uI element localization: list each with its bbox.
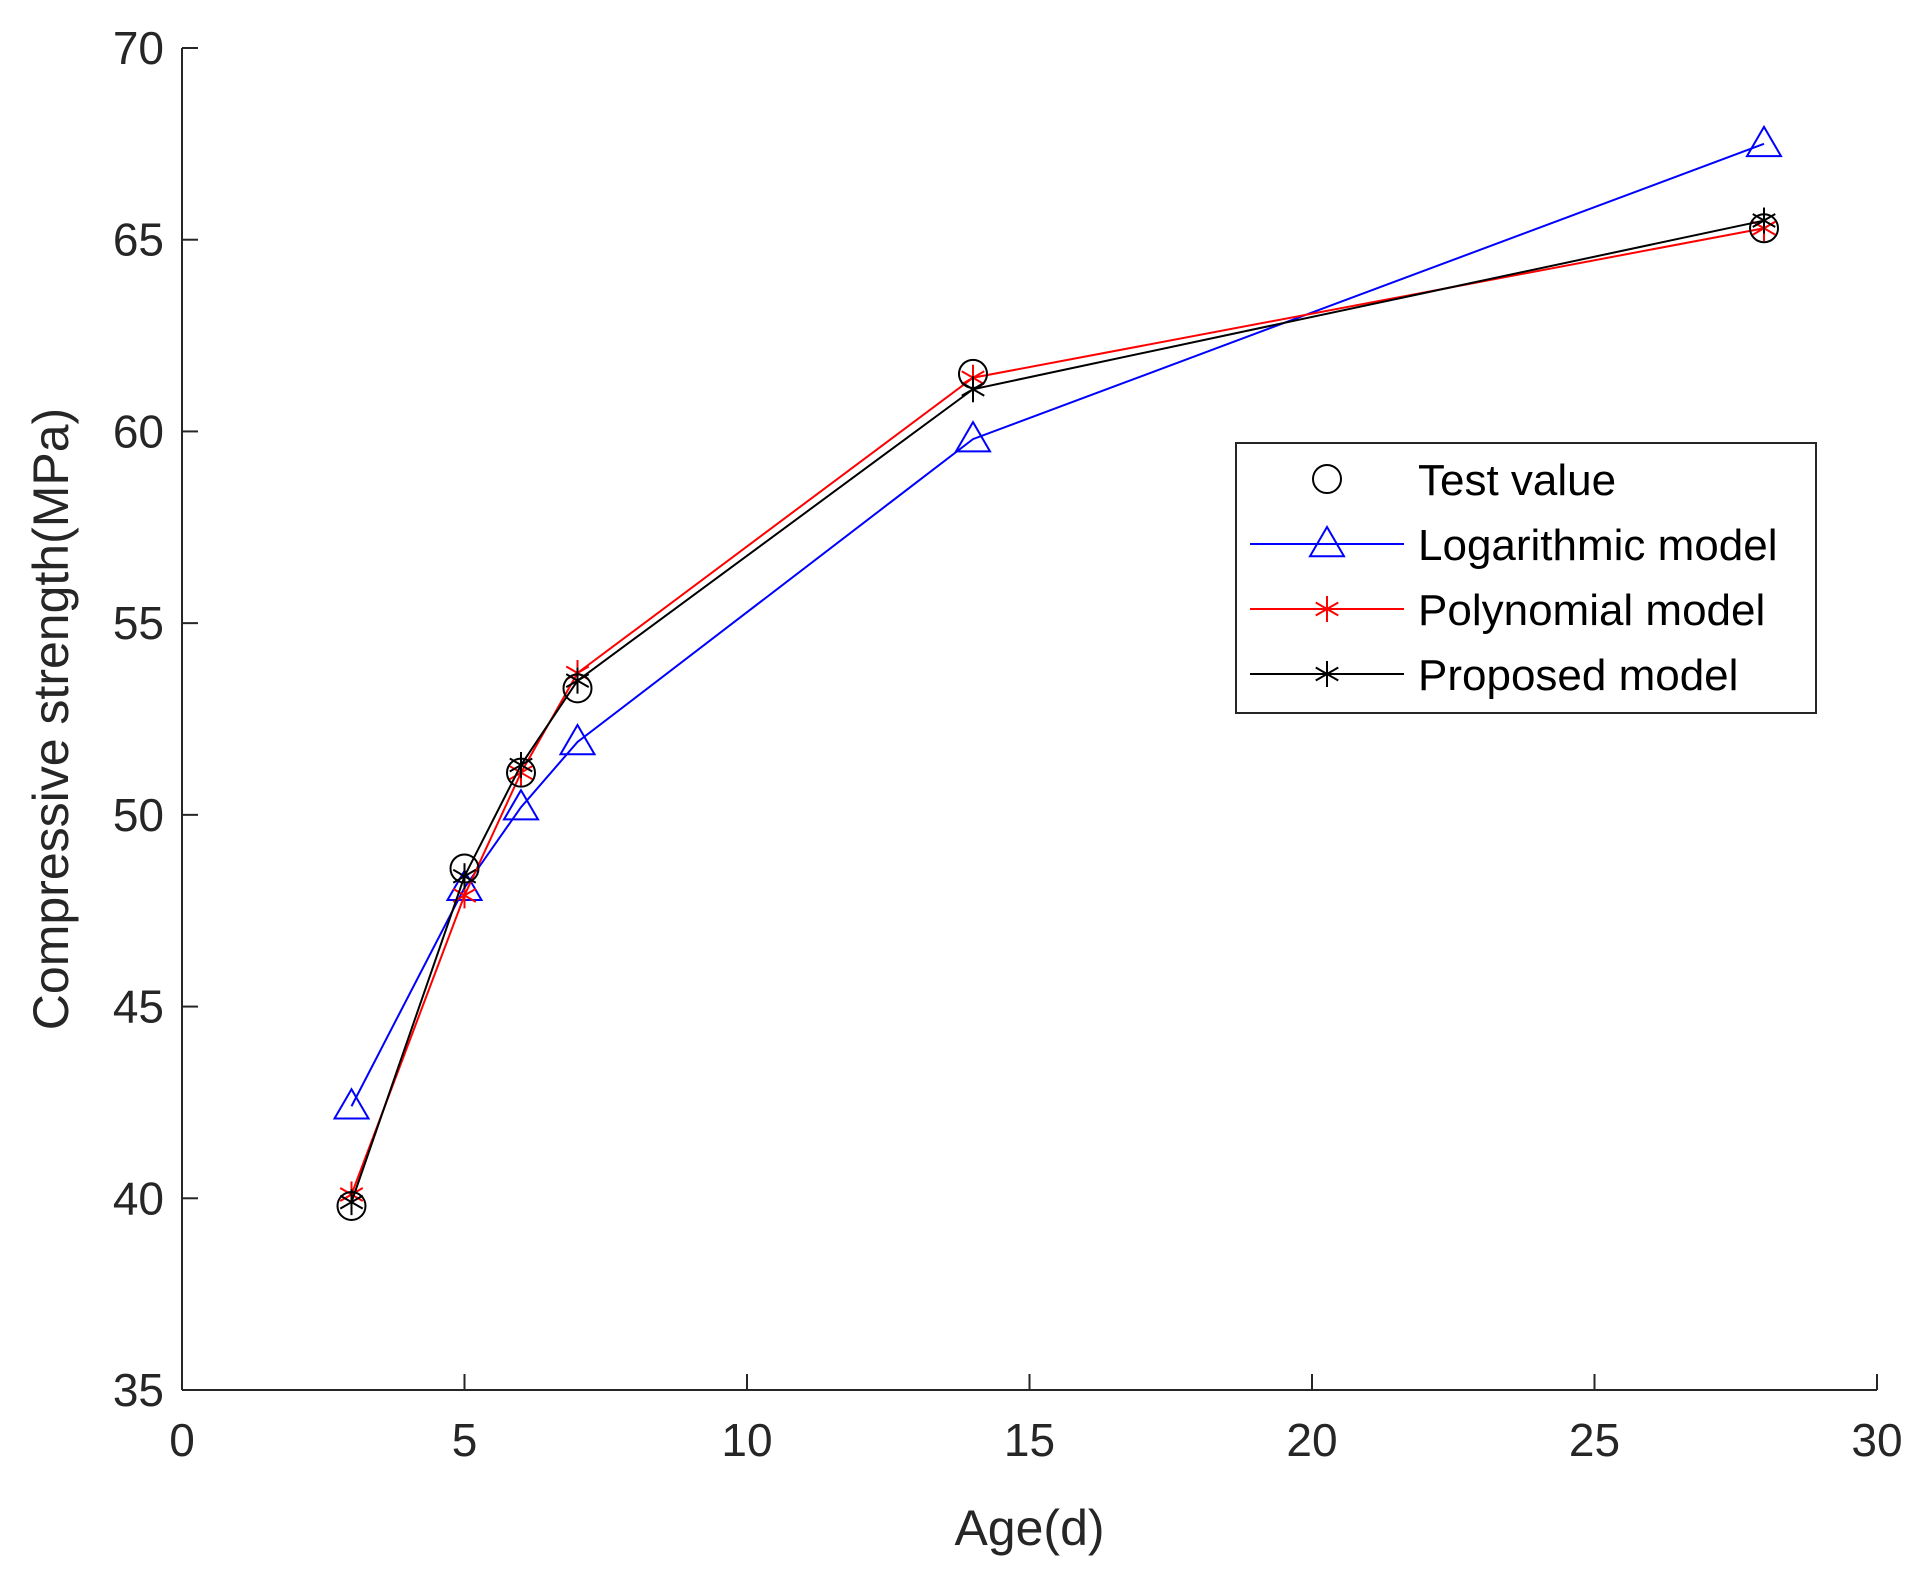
series-test-value bbox=[336, 213, 1779, 1221]
data-point-test-value bbox=[449, 853, 480, 884]
x-tick-label: 20 bbox=[1286, 1414, 1337, 1466]
y-axis-label: Compressive strength(MPa) bbox=[23, 408, 79, 1030]
axes-layer: 0 5 10 15 20 25 30 35 40 45 50 55 60 65 70 bbox=[113, 22, 1903, 1466]
series-layer bbox=[332, 124, 1783, 1221]
y-tick-label: 55 bbox=[113, 597, 164, 649]
x-tick-label: 30 bbox=[1851, 1414, 1902, 1466]
series-line-logarithmic-model bbox=[350, 142, 1765, 1107]
legend-label-polynomial-model: Polynomial model bbox=[1418, 586, 1765, 635]
legend-item-test-value: Test value bbox=[1312, 456, 1616, 505]
y-tick-label: 45 bbox=[113, 981, 164, 1033]
legend-marker-logarithmic-model bbox=[1308, 525, 1346, 558]
data-point-logarithmic-model bbox=[332, 1087, 371, 1120]
data-point-proposed-model bbox=[339, 1189, 364, 1216]
legend-item-proposed-model: Proposed model bbox=[1250, 651, 1738, 700]
data-point-test-value bbox=[336, 1190, 367, 1221]
x-tick-label: 25 bbox=[1569, 1414, 1620, 1466]
data-point-logarithmic-model bbox=[502, 788, 540, 821]
data-point-logarithmic-model bbox=[954, 420, 992, 453]
legend-box bbox=[1235, 442, 1817, 714]
y-tick-label: 60 bbox=[113, 405, 164, 457]
legend: Test value Logarithmic model Polynomial mo… bbox=[1235, 442, 1817, 714]
legend-label-proposed-model: Proposed model bbox=[1418, 651, 1738, 700]
data-point-logarithmic-model bbox=[558, 723, 597, 756]
series-logarithmic-model bbox=[332, 124, 1783, 1120]
legend-marker-proposed-model bbox=[1315, 661, 1339, 687]
x-axis-label: Age(d) bbox=[954, 1500, 1104, 1556]
data-point-test-value bbox=[1749, 213, 1779, 244]
x-tick-label: 10 bbox=[721, 1414, 772, 1466]
plot-background bbox=[182, 48, 1877, 1390]
legend-marker-test-value bbox=[1312, 464, 1342, 494]
legend-label-test-value: Test value bbox=[1418, 456, 1616, 505]
data-point-test-value bbox=[958, 358, 988, 389]
y-tick-label: 70 bbox=[113, 22, 164, 74]
y-tick-label: 65 bbox=[113, 214, 164, 266]
y-tick-label: 50 bbox=[113, 789, 164, 841]
y-tick-label: 35 bbox=[113, 1364, 164, 1416]
series-line-proposed-model bbox=[350, 219, 1765, 1203]
plot-area bbox=[182, 48, 1877, 1390]
x-tick-label: 5 bbox=[452, 1414, 478, 1466]
x-tick-label: 0 bbox=[169, 1414, 195, 1466]
data-point-test-value bbox=[562, 673, 593, 704]
legend-item-logarithmic-model: Logarithmic model bbox=[1250, 521, 1778, 570]
legend-marker-polynomial-model bbox=[1315, 596, 1339, 622]
legend-item-polynomial-model: Polynomial model bbox=[1250, 586, 1765, 635]
x-tick-label: 15 bbox=[1004, 1414, 1055, 1466]
y-tick-label: 40 bbox=[113, 1172, 164, 1224]
legend-label-logarithmic-model: Logarithmic model bbox=[1418, 521, 1778, 570]
data-point-logarithmic-model bbox=[1745, 124, 1783, 158]
data-point-test-value bbox=[506, 757, 536, 788]
